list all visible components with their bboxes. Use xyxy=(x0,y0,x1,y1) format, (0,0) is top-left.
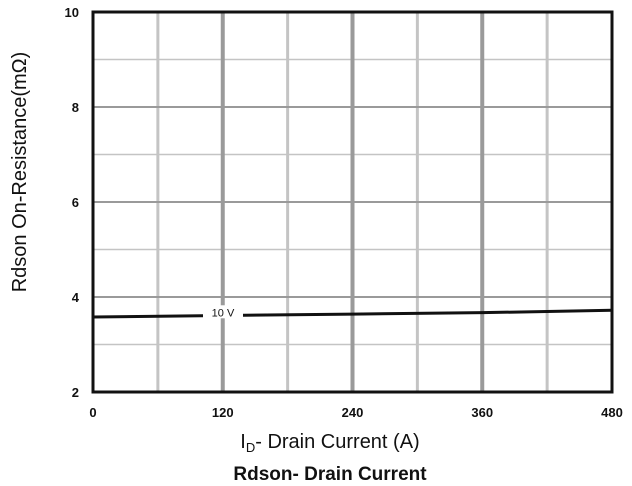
chart-title: Rdson- Drain Current xyxy=(233,464,427,485)
x-axis-label-subscript: D xyxy=(246,440,255,455)
x-axis-label: ID- Drain Current (A) xyxy=(240,431,419,455)
y-axis-label: Rdson On-Resistance(mΩ) xyxy=(9,52,31,293)
x-tick-label: 360 xyxy=(471,405,493,420)
x-tick-labels: 0 120 240 360 480 xyxy=(89,405,622,420)
y-tick-label: 10 xyxy=(65,5,79,20)
series-layer: 10 V xyxy=(92,305,613,319)
series-label-background xyxy=(203,305,243,319)
y-tick-label: 4 xyxy=(72,290,80,305)
x-axis-label-rest: - Drain Current (A) xyxy=(255,431,419,453)
x-tick-label: 0 xyxy=(89,405,96,420)
y-tick-label: 2 xyxy=(72,385,79,400)
series-label: 10 V xyxy=(212,307,235,319)
y-tick-labels: 2 4 6 8 10 xyxy=(65,5,80,400)
x-axis-label-main: I xyxy=(240,431,246,453)
y-tick-label: 8 xyxy=(72,100,79,115)
grid-major xyxy=(93,12,612,392)
plot-frame xyxy=(91,10,614,394)
x-tick-label: 240 xyxy=(342,405,364,420)
series-line xyxy=(92,308,613,319)
x-tick-label: 480 xyxy=(601,405,623,420)
y-tick-label: 6 xyxy=(72,195,79,210)
x-tick-label: 120 xyxy=(212,405,234,420)
